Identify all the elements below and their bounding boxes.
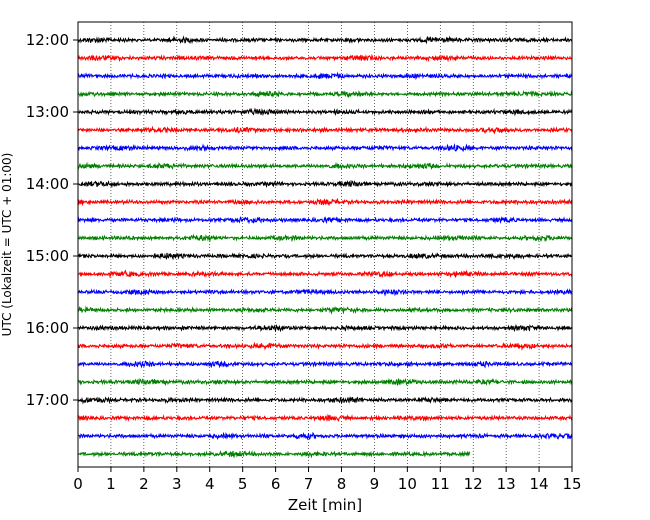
y-tick-label-0: 12:00 bbox=[26, 31, 69, 49]
trace-1 bbox=[77, 53, 573, 63]
x-tick-label-3: 3 bbox=[172, 475, 182, 493]
trace-14 bbox=[77, 288, 573, 297]
trace-2 bbox=[77, 71, 573, 81]
trace-9 bbox=[77, 197, 573, 207]
y-axis-ticks: 12:00 13:00 14:00 15:00 16:00 17:00 bbox=[26, 31, 78, 409]
trace-15 bbox=[77, 305, 573, 315]
trace-5 bbox=[77, 125, 573, 135]
trace-23 bbox=[77, 450, 471, 459]
vertical-grid bbox=[110, 22, 540, 467]
trace-13 bbox=[77, 269, 573, 279]
x-tick-label-14: 14 bbox=[530, 475, 549, 493]
trace-10 bbox=[77, 216, 573, 225]
x-axis-label: Zeit [min] bbox=[288, 496, 362, 514]
x-tick-label-13: 13 bbox=[497, 475, 516, 493]
y-tick-label-5: 17:00 bbox=[26, 391, 69, 409]
trace-16 bbox=[77, 324, 573, 333]
y-tick-label-2: 14:00 bbox=[26, 175, 69, 193]
x-tick-label-6: 6 bbox=[271, 475, 281, 493]
trace-0 bbox=[77, 35, 573, 45]
y-axis-label: UTC (Lokalzeit = UTC + 01:00) bbox=[0, 153, 14, 337]
trace-12 bbox=[77, 252, 573, 261]
x-tick-label-4: 4 bbox=[205, 475, 215, 493]
x-tick-label-0: 0 bbox=[73, 475, 83, 493]
x-tick-label-5: 5 bbox=[238, 475, 248, 493]
plot-frame bbox=[77, 21, 573, 468]
y-tick-label-4: 16:00 bbox=[26, 319, 69, 337]
y-tick-label-3: 15:00 bbox=[26, 247, 69, 265]
x-tick-label-7: 7 bbox=[304, 475, 314, 493]
trace-8 bbox=[77, 179, 573, 189]
trace-17 bbox=[77, 341, 573, 351]
x-tick-label-8: 8 bbox=[337, 475, 347, 493]
x-tick-label-1: 1 bbox=[106, 475, 116, 493]
trace-3 bbox=[77, 90, 573, 99]
trace-22 bbox=[77, 431, 573, 441]
trace-11 bbox=[77, 233, 573, 243]
trace-6 bbox=[77, 143, 573, 153]
trace-20 bbox=[77, 395, 573, 405]
x-tick-label-10: 10 bbox=[398, 475, 417, 493]
x-axis-ticks: 0 1 2 3 4 5 6 7 8 9 10 11 12 13 14 15 bbox=[73, 467, 582, 493]
x-tick-label-15: 15 bbox=[562, 475, 581, 493]
seismogram-traces bbox=[77, 35, 573, 459]
y-tick-label-1: 13:00 bbox=[26, 103, 69, 121]
trace-18 bbox=[77, 360, 573, 369]
x-tick-label-9: 9 bbox=[370, 475, 380, 493]
trace-19 bbox=[77, 377, 573, 387]
x-tick-label-2: 2 bbox=[139, 475, 149, 493]
trace-21 bbox=[77, 413, 573, 422]
trace-7 bbox=[77, 161, 573, 171]
x-tick-label-12: 12 bbox=[464, 475, 483, 493]
x-tick-label-11: 11 bbox=[431, 475, 450, 493]
trace-4 bbox=[77, 107, 573, 117]
